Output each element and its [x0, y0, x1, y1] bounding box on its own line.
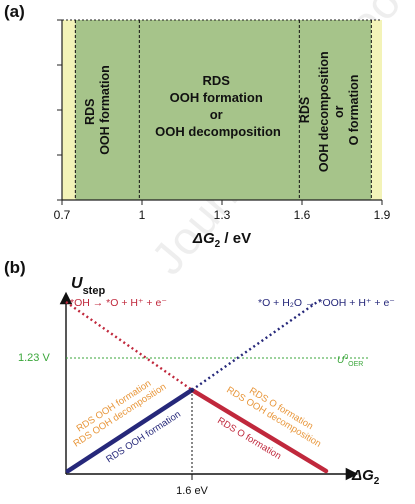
x-tick-label: 1.3 [214, 208, 231, 222]
panel-b: Ustep ΔG2 1.23 V U0OER 1.6 eV *OH → *O +… [18, 275, 395, 497]
panel-a-regions [62, 20, 382, 200]
region-left-text: RDS OOH formation [83, 65, 112, 155]
red-solid-line [189, 387, 329, 474]
panel-b-label: (b) [4, 258, 26, 277]
x-tick-label: 1.6 [294, 208, 311, 222]
region-band-2 [371, 20, 382, 200]
blue-dotted-line [191, 299, 321, 391]
x-tick-label: 0.7 [54, 208, 71, 222]
blue-reaction-label: *O + H₂O → *OOH + H⁺ + e⁻ [258, 297, 395, 309]
region-right-b-text: OOH decomposition or O formation [317, 48, 361, 172]
region-mid-text: RDS OOH formation or OOH decomposition [155, 73, 281, 139]
red-reaction-label: *OH → *O + H⁺ + e⁻ [70, 297, 167, 309]
panel-a-x-ticks: 0.7 1 1.3 1.6 1.9 [54, 200, 391, 222]
panel-b-x-label: ΔG2 [351, 467, 380, 487]
reference-line-label: U0OER [337, 354, 363, 368]
crossover-tick-label: 1.6 eV [176, 485, 208, 497]
region-band-0 [62, 20, 76, 200]
panel-b-y-label: Ustep [71, 275, 105, 297]
reference-value-label: 1.23 V [18, 352, 50, 364]
region-band-1 [75, 20, 372, 200]
panel-a-dividers [74, 20, 372, 200]
red-dotted-line [65, 301, 193, 391]
region-right-a-text: RDS [298, 97, 312, 123]
x-tick-label: 1.9 [374, 208, 391, 222]
x-tick-label: 1 [139, 208, 146, 222]
panel-a-label: (a) [4, 2, 25, 21]
panel-a: 0.7 1 1.3 1.6 1.9 RDS OOH formation RDS OOH … [54, 19, 391, 250]
panel-a-x-label: ΔG2 / eV [192, 230, 251, 250]
blue-solid-line [65, 387, 195, 474]
